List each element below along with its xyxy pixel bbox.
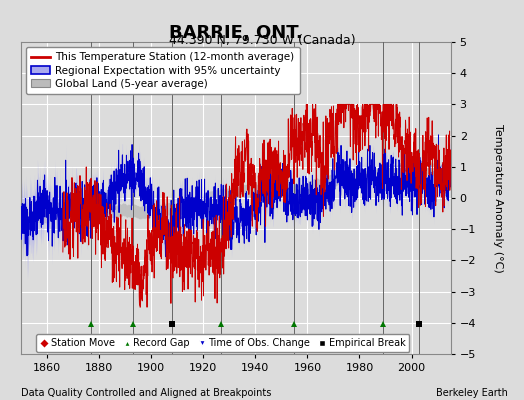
Text: 44.390 N, 79.730 W (Canada): 44.390 N, 79.730 W (Canada) (169, 34, 355, 47)
Y-axis label: Temperature Anomaly (°C): Temperature Anomaly (°C) (493, 124, 503, 272)
Text: Data Quality Controlled and Aligned at Breakpoints: Data Quality Controlled and Aligned at B… (21, 388, 271, 398)
Title: BARRIE, ONT.: BARRIE, ONT. (169, 24, 303, 42)
Legend: Station Move, Record Gap, Time of Obs. Change, Empirical Break: Station Move, Record Gap, Time of Obs. C… (36, 334, 409, 352)
Text: Berkeley Earth: Berkeley Earth (436, 388, 508, 398)
